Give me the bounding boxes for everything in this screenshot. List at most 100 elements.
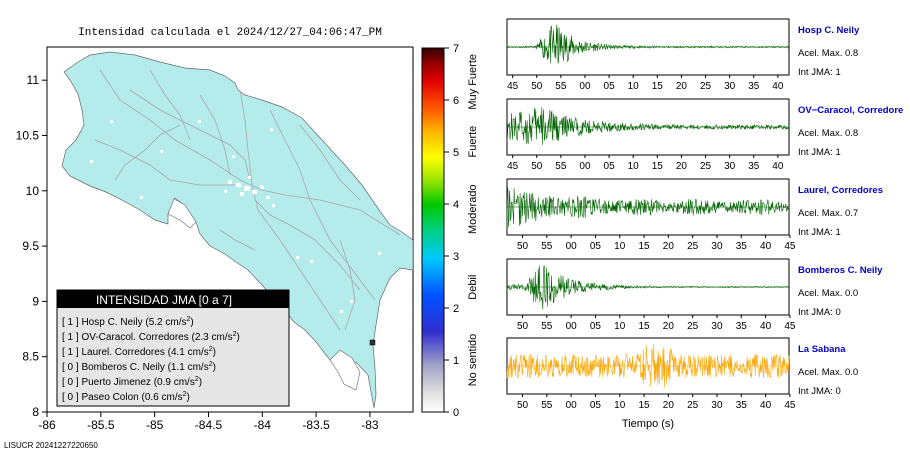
map-x-tick-label: -83 [361,418,379,432]
legend-station: Hosp C. Neily [81,317,145,328]
waveform-tick-label: 40 [760,400,772,411]
waveform-panel: 50 55 00 05 10 15 20 25 30 35 40 45 Bomberos C. Neil… [506,258,883,332]
waveform-tick-label: 40 [772,81,784,92]
waveform-tick-label: 45 [507,161,519,172]
legend-station: Bomberos C. Neily [81,362,167,373]
waveform-tick-label: 55 [541,241,553,252]
legend-value: (1.1 cm/s [168,362,209,373]
waveform-tick-label: 00 [579,81,591,92]
waveform-trace [506,187,790,229]
map-x-axis: -86 -85.5 -85 -84.5 -84 -83.5 -83 [38,412,379,432]
waveform-panel: 50 55 00 05 10 15 20 25 30 35 40 45 Laurel, Corredor… [506,178,883,252]
waveform-tick-label: 50 [531,81,543,92]
waveform-tick-label: 45 [507,81,519,92]
waveform-tick-label: 00 [566,400,578,411]
legend-entry: [ 1 ] Hosp C. Neily (5.2 cm/s2) [62,316,194,328]
station-jma: Int JMA: 1 [798,147,841,158]
map-y-tick-label: 10 [26,184,40,198]
legend-value: (2.3 cm/s [192,332,233,343]
waveform-tick-label: 00 [566,321,578,332]
waveform-trace [506,107,790,145]
waveform-tick-label: 25 [687,400,699,411]
legend-entry: [ 0 ] Puerto Jimenez (0.9 cm/s2) [62,376,202,388]
station-jma: Int JMA: 0 [798,386,841,397]
legend-sup: 2 [186,316,190,323]
waveform-tick-label: 45 [784,400,796,411]
legend-sup: 2 [209,361,213,368]
intensity-legend: INTENSIDAD JMA [0 a 7] [ 1 ] Hosp C. Nei… [56,289,290,407]
cities [90,120,381,313]
waveform-tick-label: 35 [748,161,760,172]
station-acel: Acel. Max. 0.8 [798,48,858,59]
map-y-tick-label: 8 [32,405,39,419]
legend-entry: [ 1 ] Laurel. Corredores (4.1 cm/s2) [62,346,216,358]
waveform-tick-label: 15 [652,161,664,172]
waveform-tick-label: 40 [772,161,784,172]
map-x-tick-label: -85 [146,418,164,432]
station-acel: Acel. Max. 0.0 [798,367,858,378]
waveform-tick-label: 35 [736,400,748,411]
legend-sup: 2 [233,331,237,338]
waveform-tick-label: 40 [760,241,772,252]
station-marker [369,339,376,346]
waveform-tick-label: 10 [614,400,626,411]
waveform-tick-label: 25 [687,241,699,252]
colorbar-label: Moderado [467,184,479,234]
waveform-tick-label: 55 [541,321,553,332]
waveform-tick-label: 35 [736,241,748,252]
legend-jma: [ 0 ] [62,362,81,373]
waveform-tick-label: 20 [676,161,688,172]
waveform-tick-label: 20 [663,321,675,332]
waveform-tick-label: 10 [614,241,626,252]
waveform-tick-label: 15 [652,81,664,92]
legend-jma: [ 0 ] [62,392,81,403]
station-jma: Int JMA: 1 [798,67,841,78]
colorbar-tick-label: 2 [453,303,459,315]
waveform-panel: 45 50 55 00 05 10 15 20 25 30 35 40 OV−Caracol, Corr… [506,98,903,172]
station-jma: Int JMA: 1 [798,227,841,238]
legend-station: OV-Caracol. Corredores [81,332,191,343]
legend-sup: 2 [183,391,187,398]
waveform-tick-label: 30 [711,400,723,411]
legend-value: (4.1 cm/s [168,347,209,358]
time-axis-label: Tiempo (s) [622,418,674,430]
waveform-tick-label: 55 [555,161,567,172]
legend-title: INTENSIDAD JMA [0 a 7] [96,293,232,307]
station-jma: Int JMA: 0 [798,307,841,318]
colorbar-label: Debil [467,275,479,300]
waveform-tick-label: 40 [760,321,772,332]
waveform-tick-label: 25 [700,161,712,172]
waveform-tick-label: 00 [566,241,578,252]
golfo-dulce [329,349,361,391]
legend-entry: [ 0 ] Paseo Colon (0.6 cm/s2) [62,391,190,403]
waveform-tick-label: 30 [724,81,736,92]
waveform-tick-label: 30 [724,161,736,172]
waveform-tick-label: 30 [711,321,723,332]
legend-sup: 2 [195,376,199,383]
map-x-tick-label: -84.5 [195,418,223,432]
legend-close: ) [190,317,193,328]
colorbar-tick-label: 4 [453,199,459,211]
waveform-tick-label: 20 [676,81,688,92]
waveform-tick-label: 25 [700,81,712,92]
waveform-tick-label: 05 [604,161,616,172]
waveform-trace [506,344,790,388]
colorbar-label: Fuerte [467,126,479,158]
station-name: La Sabana [798,344,846,355]
colorbar-label: No sentido [467,334,479,387]
map-y-tick-label: 9.5 [22,239,39,253]
waveform-trace [506,24,790,64]
colorbar-gradient [421,47,445,413]
waveform-tick-label: 55 [555,81,567,92]
gulf-of-nicoya [167,198,197,229]
waveform-tick-label: 35 [736,321,748,332]
map-title: Intensidad calculada el 2024/12/27_04:06… [78,27,382,39]
waveform-tick-label: 05 [590,400,602,411]
legend-jma: [ 1 ] [62,347,81,358]
legend-jma: [ 1 ] [62,332,81,343]
colorbar-tick-label: 7 [453,43,459,55]
waveform-tick-label: 20 [663,241,675,252]
colorbar-tick-label: 1 [453,355,459,367]
